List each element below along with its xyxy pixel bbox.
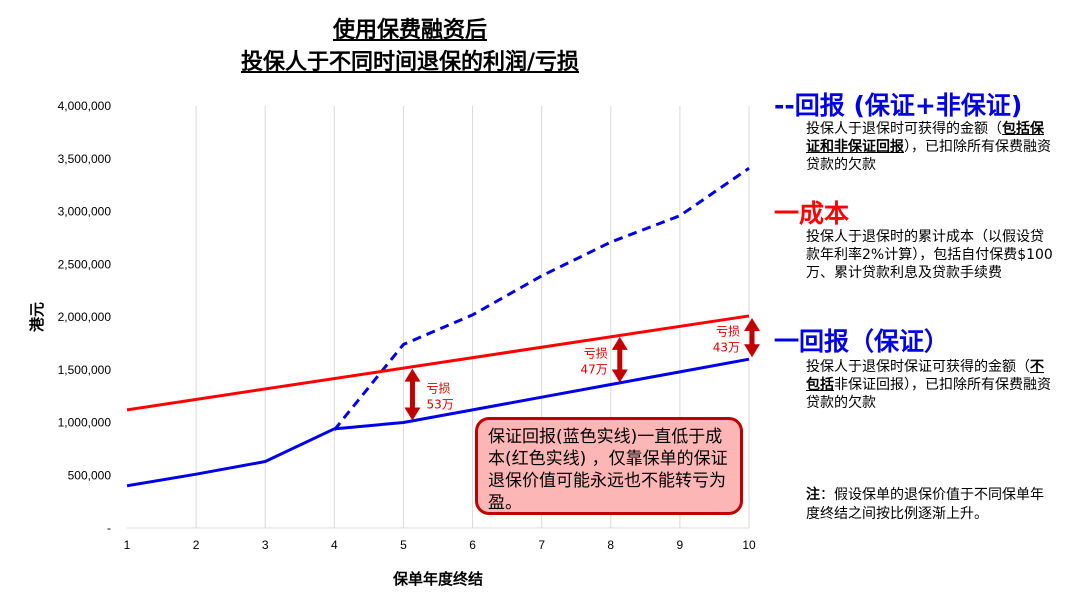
legend-dash-marker: -- — [774, 91, 795, 120]
y-tick-label: 1,500,000 — [58, 363, 112, 377]
desc-part: 投保人于退保时保证可获得的金额（ — [806, 359, 1030, 375]
x-tick-label: 9 — [677, 538, 684, 552]
loss-value-label: 47万 — [580, 363, 607, 377]
loss-value-label: 43万 — [713, 341, 740, 355]
y-tick-label: 2,000,000 — [58, 310, 112, 324]
legend-cost-desc: 投保人于退保时的累计成本（以假设贷款年利率2%计算），包括自付保费$100万、累… — [806, 229, 1053, 281]
x-tick-label: 7 — [538, 538, 545, 552]
loss-arrow-head — [404, 368, 421, 382]
desc-part: 非保证回报），已扣除所有保费融资贷款的欠款 — [806, 377, 1051, 411]
loss-label: 亏损 — [716, 325, 740, 339]
x-tick-label: 1 — [124, 538, 131, 552]
series-line-3 — [126, 357, 750, 488]
y-tick-label: - — [107, 521, 111, 535]
x-tick-label: 8 — [607, 538, 614, 552]
y-axis-title: 港元 — [28, 302, 46, 332]
y-tick-label: 3,000,000 — [58, 205, 112, 219]
legend-cost-label: 成本 — [799, 199, 850, 228]
loss-arrow-head — [611, 336, 628, 350]
legend-guaranteed-label: 回报（保证） — [799, 327, 950, 356]
series-line-1 — [333, 167, 750, 431]
x-axis-title: 保单年度终结 — [392, 570, 483, 588]
loss-arrow-head — [744, 317, 760, 331]
legend-cost-heading: 一成本 — [774, 194, 849, 230]
chart-title-line1: 使用保费融资后 — [332, 18, 487, 43]
legend-line-marker: 一 — [774, 327, 800, 356]
x-tick-label: 4 — [331, 538, 338, 552]
legend-nonguaranteed-label: 回报 (保证+非保证) — [794, 91, 1023, 120]
footnote: 注：假设保单的退保价值于不同保单年度终结之间按比例逐渐上升。 — [806, 486, 1056, 524]
legend-guaranteed-heading: 一回报（保证） — [774, 322, 949, 358]
loss-value-label: 53万 — [426, 398, 453, 412]
desc-emphasis: 包括保证和非保证回报 — [806, 121, 1044, 155]
desc-part: 投保人于退保时可获得的金额（ — [806, 121, 1002, 137]
footnote-label: 注 — [806, 487, 820, 503]
legend-line-marker: 一 — [774, 199, 800, 228]
x-tick-label: 2 — [193, 538, 200, 552]
chart-title-line2: 投保人于不同时间退保的利润/亏损 — [240, 50, 580, 75]
y-tick-label: 1,000,000 — [58, 416, 112, 430]
y-tick-label: 4,000,000 — [58, 99, 112, 113]
legend-nonguaranteed-desc: 投保人于退保时可获得的金额（包括保证和非保证回报），已扣除所有保费融资贷款的欠款 — [806, 120, 1056, 174]
y-tick-label: 500,000 — [68, 468, 112, 482]
annotation-callout: 保证回报(蓝色实线)一直低于成本(红色实线) ，仅靠保单的保证退保价值可能永远也… — [475, 417, 743, 515]
y-tick-label: 2,500,000 — [58, 257, 112, 271]
legend-guaranteed-desc: 投保人于退保时保证可获得的金额（不包括非保证回报），已扣除所有保费融资贷款的欠款 — [806, 358, 1056, 412]
desc-part: ），已扣除所有保费融资贷款的欠款 — [806, 139, 1051, 173]
y-tick-label: 3,500,000 — [58, 152, 112, 166]
x-tick-label: 6 — [469, 538, 476, 552]
loss-label: 亏损 — [584, 347, 608, 361]
x-tick-label: 3 — [262, 538, 269, 552]
x-tick-label: 10 — [742, 538, 756, 552]
loss-arrow-head — [404, 407, 421, 421]
x-tick-label: 5 — [400, 538, 407, 552]
loss-arrow-head — [744, 344, 760, 358]
loss-label: 亏损 — [426, 382, 450, 396]
footnote-text: ：假设保单的退保价值于不同保单年度终结之间按比例逐渐上升。 — [806, 487, 1044, 522]
series-line-2 — [126, 314, 750, 412]
legend-nonguaranteed-heading: --回报 (保证+非保证) — [774, 86, 1022, 122]
desc-emphasis: 不包括 — [806, 359, 1044, 393]
loss-arrow-head — [611, 369, 628, 383]
